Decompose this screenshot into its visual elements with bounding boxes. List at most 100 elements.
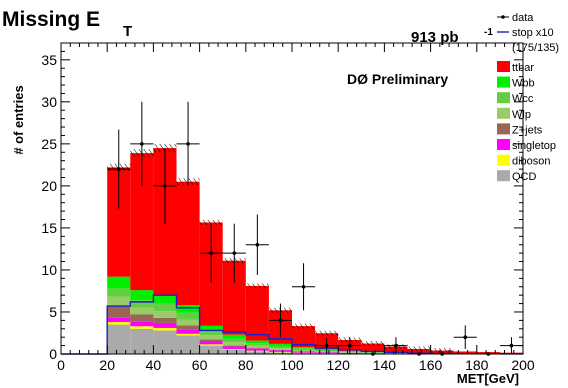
data-point (116, 167, 121, 171)
x-tick-label: 60 (192, 357, 208, 373)
legend-label-stop: stop x10 (512, 27, 554, 39)
bar-wlp (222, 342, 246, 346)
y-tick-label: 10 (41, 262, 57, 278)
bar-wlp (268, 348, 292, 350)
bar-singletop (153, 322, 177, 328)
bar-wcc (130, 300, 154, 308)
data-points (107, 101, 523, 356)
data-point (278, 318, 283, 323)
x-axis-label: MET[GeV] (457, 371, 519, 386)
bar-z-jets (130, 314, 154, 322)
legend-label: singletop (512, 140, 556, 152)
bar-wcc (292, 348, 316, 351)
bar-ttbar (107, 167, 131, 277)
x-tick-label: 80 (238, 357, 254, 373)
legend-swatch-z-jets (497, 123, 510, 135)
bar-ttbar (453, 351, 477, 354)
bar-qcd (199, 345, 223, 354)
data-point (255, 242, 260, 247)
legend-label: Wcc (512, 93, 534, 105)
legend-label: Wbb (512, 78, 535, 90)
legend-swatch-qcd (497, 170, 510, 182)
bar-wbb (268, 343, 292, 347)
data-point (463, 335, 468, 339)
bar-diboson (130, 326, 154, 329)
bar-singletop (222, 346, 246, 349)
luminosity-label: 913 pb (411, 29, 459, 46)
bar-z-jets (199, 339, 223, 341)
legend-label: ttbar (512, 62, 534, 74)
bar-diboson (199, 344, 223, 346)
data-point (509, 343, 514, 348)
bar-singletop (292, 351, 316, 353)
bar-z-jets (222, 345, 246, 347)
bar-wcc (222, 338, 246, 343)
bar-diboson (153, 327, 177, 331)
bar-singletop (107, 317, 131, 323)
legend-label: Z+jets (512, 124, 543, 136)
bar-ttbar (361, 343, 385, 352)
bar-wcc (107, 288, 131, 297)
bar-diboson (107, 322, 131, 325)
uncertainty-band (407, 346, 431, 352)
legend-label: QCD (512, 171, 537, 183)
y-tick-label: 5 (49, 304, 57, 320)
x-tick-label: 0 (57, 357, 65, 373)
y-tick-label: 20 (41, 178, 57, 194)
data-point (140, 142, 144, 146)
bar-ttbar (245, 285, 269, 341)
bar-qcd (245, 351, 269, 354)
bar-wcc (153, 303, 177, 312)
y-tick-label: 25 (41, 136, 57, 152)
bar-qcd (268, 352, 292, 354)
legend-swatch-singletop (497, 139, 510, 150)
bar-wcc (245, 343, 269, 346)
bar-wbb (153, 295, 177, 304)
data-point (163, 184, 167, 188)
data-point (186, 142, 190, 146)
legend-swatch-diboson (497, 154, 510, 166)
bar-singletop (245, 348, 269, 351)
data-point (209, 251, 213, 255)
x-tick-label: 140 (373, 357, 397, 373)
legend-label-data: data (512, 12, 534, 24)
bar-wlp (292, 350, 316, 352)
bar-wlp (153, 311, 177, 318)
bar-diboson (222, 348, 246, 350)
bar-wbb (199, 325, 223, 331)
bar-singletop (199, 340, 223, 345)
bar-singletop (268, 350, 292, 352)
x-tick-label: 100 (280, 357, 304, 373)
uncertainty-band (430, 348, 454, 354)
bar-wcc (176, 312, 200, 320)
bar-qcd (176, 335, 200, 354)
bar-diboson (245, 350, 269, 352)
bar-diboson (176, 333, 200, 336)
uncertainty-band (361, 340, 385, 347)
y-tick-label: 30 (41, 94, 57, 110)
uncertainty-band (199, 219, 223, 226)
bar-wlp (130, 307, 154, 315)
bar-wbb (222, 334, 246, 339)
x-tick-label: 20 (99, 357, 115, 373)
luminosity-exponent: -1 (484, 27, 493, 38)
legend: data stop x10 (175/135) ttbar Wbb Wcc Wlp Z+jet… (497, 12, 559, 183)
bar-wlp (199, 335, 223, 340)
bar-qcd (107, 324, 131, 354)
uncertainty-band (292, 323, 316, 329)
bar-singletop (130, 321, 154, 327)
chart-title: Missing E (2, 8, 100, 31)
bar-ttbar (292, 326, 316, 348)
y-axis-ticks: 0 5 10 15 20 25 30 35 (41, 50, 523, 362)
x-tick-label: 40 (146, 357, 162, 373)
legend-swatch-ttbar (497, 61, 510, 72)
x-tick-label: 120 (327, 357, 351, 373)
data-point (232, 251, 237, 255)
chart-title-subscript: T (123, 23, 132, 40)
uncertainty-band (315, 330, 339, 336)
bar-wlp (176, 319, 200, 326)
bar-wcc (268, 346, 292, 349)
bar-ttbar (130, 153, 154, 291)
y-tick-label: 35 (41, 52, 57, 68)
